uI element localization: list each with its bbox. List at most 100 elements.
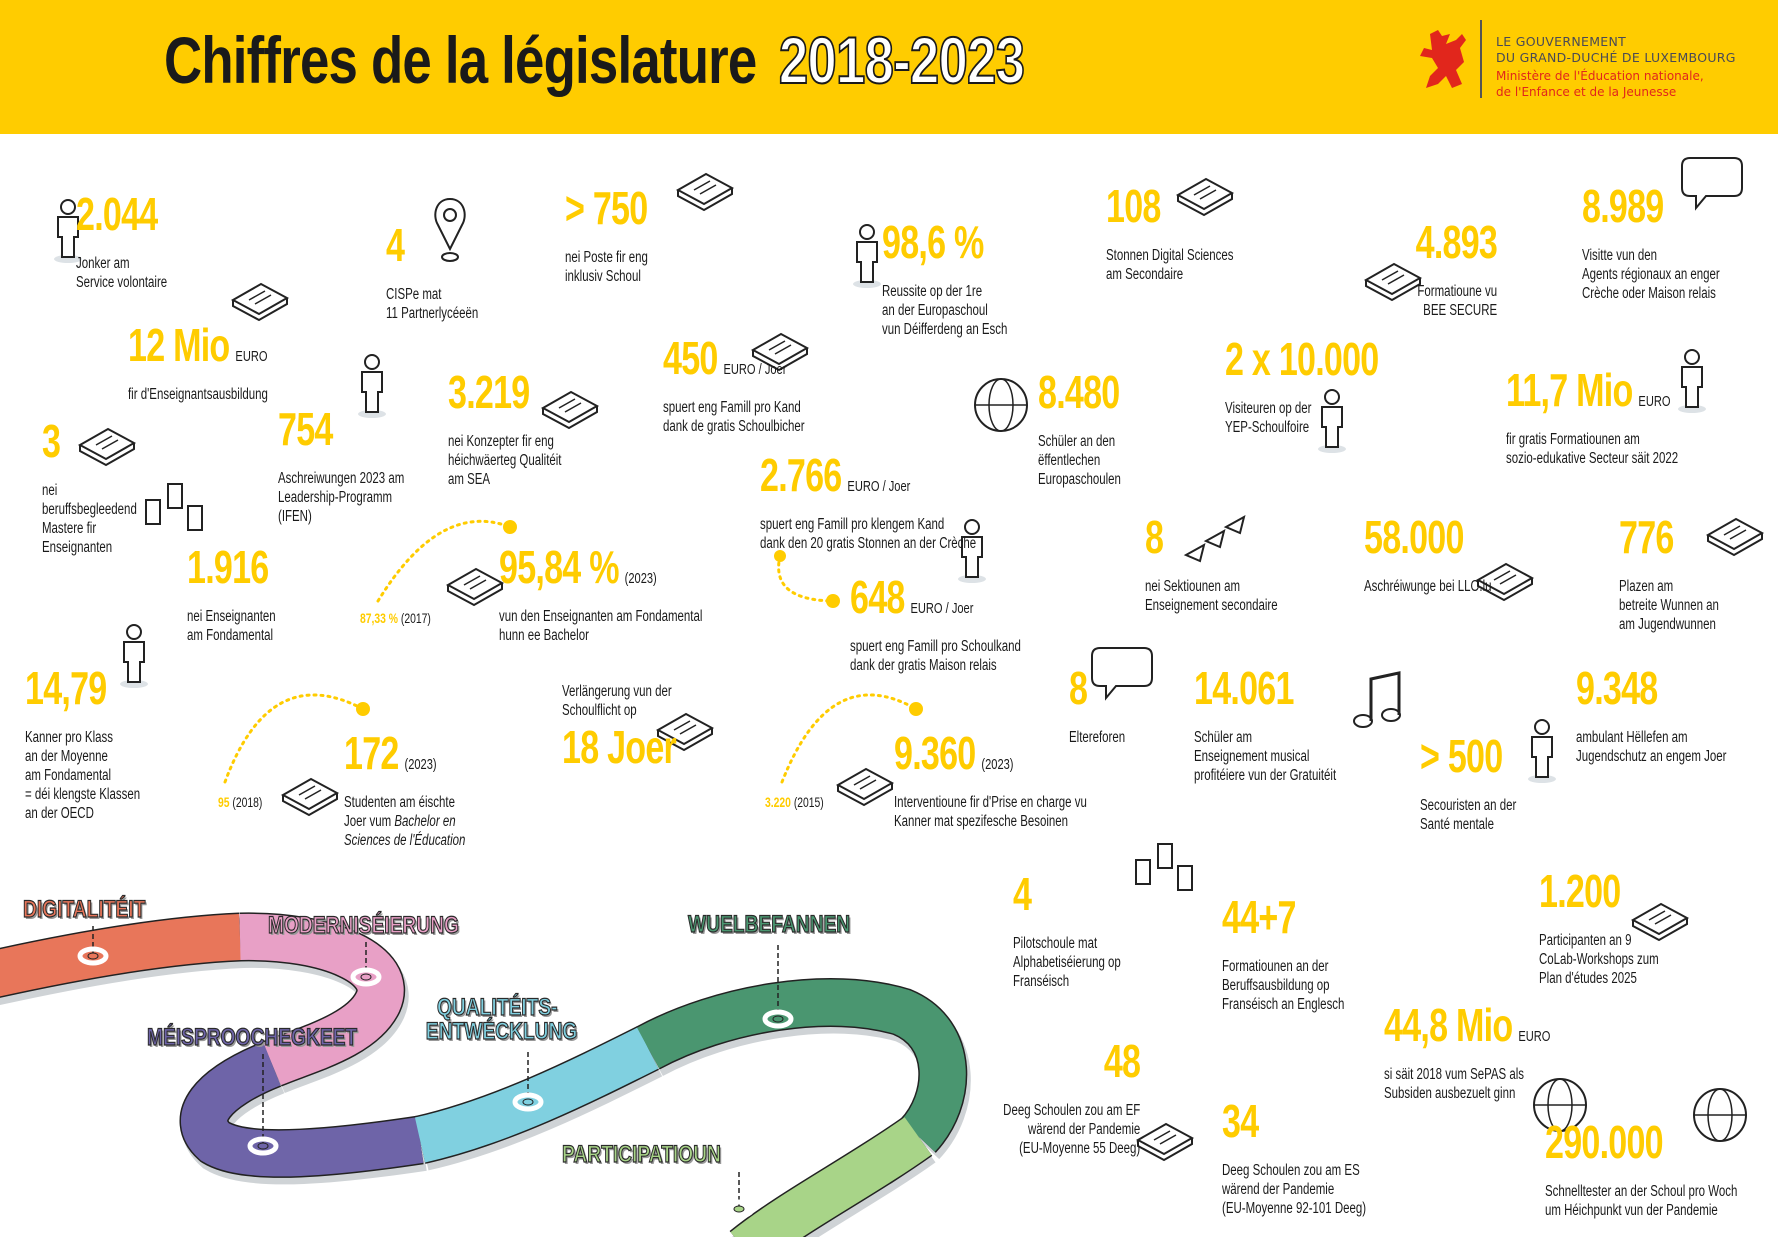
desc-line: Leadership-Programm [278,489,393,506]
desc-line: (IFEN) [278,508,312,525]
road-marker-dot [733,1205,745,1213]
road-marker-dot [87,952,99,960]
desc-line: inklusiv Schoul [565,268,641,285]
desc-line: Visiteuren op der [1225,400,1312,417]
stat-block: 9.360 (2023) Interventioune fir d'Prise en… [894,726,1087,831]
stat-previous-value: 87,33 % (2017) [360,610,431,626]
stat-value: 9.348 [1576,662,1658,714]
road-label: PARTICIPATIOUN [562,1141,722,1168]
desc-line: am Secondaire [1106,266,1184,283]
stat-year: (2023) [981,756,1014,773]
desc-line: (EU-Moyenne 92-101 Deeg) [1222,1200,1367,1217]
stat-value: 776 [1619,511,1674,563]
stat-value: 450 [663,332,718,384]
stat-value: 754 [278,403,333,455]
title-years: 2018-2023 [778,22,1026,98]
arrow-head-icon [909,702,923,716]
stat-description: Schüler an den ëffentlechen Europaschoulen [1038,432,1121,489]
stat-number-line: 290.000 [1545,1115,1737,1176]
stat-block: 48 Deeg Schoulen zou am EF wärend der Pand… [1002,1034,1141,1158]
abc-letters-icon [145,483,203,531]
desc-line: Jugendschutz an engem Joer [1576,748,1727,765]
parent-child-icon [958,519,986,583]
road-marker [247,1136,279,1156]
previous-value: 95 [218,794,230,810]
stat-value: 4 [386,219,405,271]
desc-line: profitéiere vun der Gratuitéit [1194,767,1337,784]
stat-value: > 750 [565,182,648,234]
stat-previous-value: 95 (2018) [218,794,262,810]
stat-value: 98,6 % [882,216,984,268]
desc-line: Deeg Schoulen zou am EF [1002,1102,1140,1119]
stat-description: spuert eng Famill pro klengem Kand dank d… [760,515,976,553]
stat-description: Studenten am éischte Joer vum Bachelor en… [344,793,465,850]
stat-block: 9.348 ambulant Hëllefen am Jugendschutz an… [1576,661,1726,766]
volunteer-person-icon [54,199,82,263]
digital-board-icon [1175,177,1235,217]
arrow-head-icon [356,702,370,716]
stat-description: Schnelltester an der Schoul pro Woch um H… [1545,1182,1737,1220]
stat-block: 1.200 Participanten an 9 CoLab-Workshops z… [1539,864,1659,988]
desc-line: Deeg Schoulen zou am ES [1222,1162,1360,1179]
stat-value: 12 Mio [128,319,230,371]
stat-value: 4 [1013,868,1032,920]
desc-line: Secouristen an der [1420,797,1517,814]
road-label-line: DIGITALITÉIT [23,896,146,923]
stat-number-line: 14.061 [1194,661,1336,722]
stat-number-line: > 750 [565,181,648,242]
desc-line: Plazen am [1619,578,1674,595]
speech-bubble-people-icon [1681,157,1743,211]
stat-number-line: 450 EURO / Joer [663,331,805,392]
red-lion-icon [1420,30,1466,88]
computer-bulb-icon [1135,1122,1195,1162]
stat-unit: EURO [1518,1028,1551,1045]
desc-line: hunn ee Bachelor [499,627,589,644]
stat-lead: Verlängerung vun der [562,683,672,700]
stat-unit: EURO / Joer [910,600,974,617]
stat-number-line: 8 [1145,510,1278,571]
desc-line: Enseignement musical [1194,748,1310,765]
stat-description: Plazen am betreite Wunnen an am Jugendwunn… [1619,577,1719,634]
stat-value: 8.989 [1582,180,1664,232]
stat-value: 44+7 [1222,891,1296,943]
desc-line: wärend der Pandemie [1027,1121,1140,1138]
desc-line: fir d'Enseignantsausbildung [128,386,268,403]
desc-line: nei Sektiounen am [1145,578,1241,595]
desc-line: Europaschoulen [1038,471,1121,488]
ministry-line: Ministère de l'Éducation nationale, [1496,69,1704,83]
desc-line: Schüler am [1194,729,1253,746]
desc-line: Studenten am éischte [344,794,455,811]
stat-number-line: 8.989 [1582,179,1720,240]
desc-line: nei Enseignanten [187,608,276,625]
desc-line: dank den 20 gratis Stonnen an der Crèche [760,535,977,552]
previous-value: 87,33 % [360,610,399,626]
stat-description: Formatioune vu BEE SECURE [1416,282,1497,320]
desc-line: Joer vum [344,813,395,830]
protest-sign-person-icon [120,624,148,688]
desc-line: Franséisch [1013,973,1070,990]
stat-number-line: 98,6 % [882,215,1007,276]
road-label-line: PARTICIPATIOUN [562,1141,722,1168]
desc-line: Mastere fir [42,520,97,537]
desc-line: Beruffsausbildung op [1222,977,1330,994]
stat-number-line: 108 [1106,179,1234,240]
ministry-line: de l'Enfance et de la Jeunesse [1496,85,1677,99]
stat-description: nei Sektiounen am Enseignement secondaire [1145,577,1278,615]
desc-line: Enseignanten [42,539,113,556]
desc-line: Agents régionaux an enger [1582,266,1720,283]
desc-line: nei Poste fir eng [565,249,648,266]
stat-description: spuert eng Famill pro Schoulkand dank der… [850,637,1021,675]
stat-number-line: 776 [1619,510,1719,571]
desc-line: (EU-Moyenne 55 Deeg) [1018,1140,1140,1157]
stat-number-line: 44,8 Mio EURO [1384,998,1550,1059]
stat-value: 11,7 Mio [1506,364,1633,416]
stat-number-line: 9.360 (2023) [894,726,1087,787]
desc-line: beruffsbegleedend [42,501,137,518]
graduate-person-icon [853,224,881,288]
basketball-hoop-icon [1705,517,1765,557]
stat-number-line: 9.348 [1576,661,1726,722]
road-label: MÉISPROOCHEGKEET [147,1025,358,1050]
stat-value: 34 [1222,1095,1259,1147]
stat-previous-value: 3.220 (2015) [765,794,824,810]
